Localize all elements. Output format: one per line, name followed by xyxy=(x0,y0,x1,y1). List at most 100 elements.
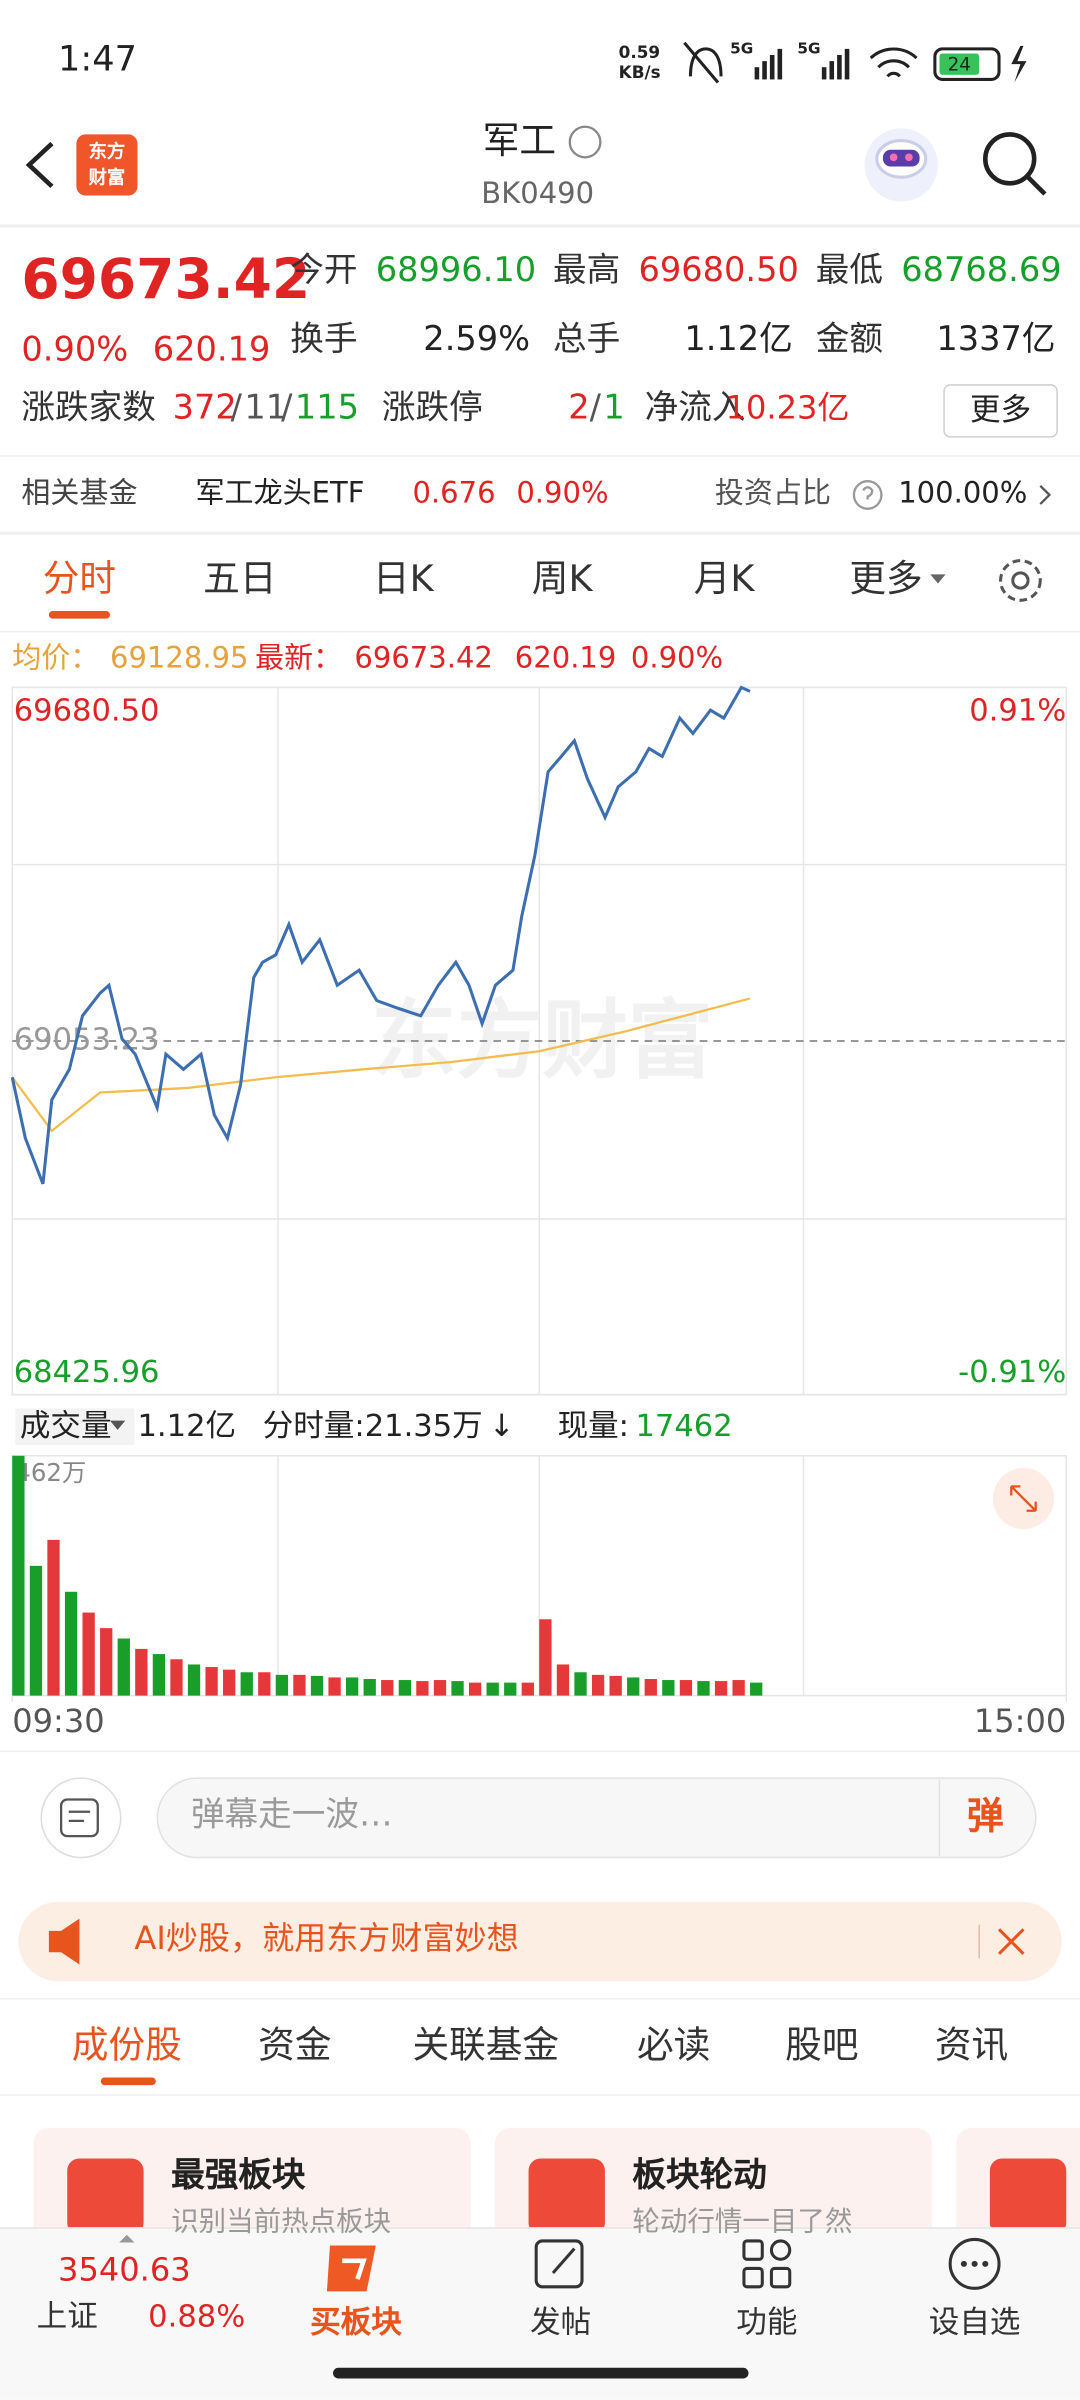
label: 68996.10 xyxy=(375,251,537,291)
label: 0.90% xyxy=(516,475,609,510)
label: 金额 xyxy=(815,320,883,359)
volume-bar xyxy=(433,1680,447,1696)
chart-tab[interactable]: 五日 xyxy=(203,557,277,601)
chart-tab[interactable]: 周K xyxy=(531,557,593,601)
chart-tab[interactable]: 更多 xyxy=(849,557,923,601)
volume-bar xyxy=(539,1619,552,1696)
x-tick-label: 09:30 xyxy=(12,1702,104,1740)
label: 最低 xyxy=(815,251,883,291)
assistant-avatar[interactable] xyxy=(864,128,938,202)
volume-bar xyxy=(100,1628,113,1696)
label: 1.12亿 xyxy=(137,1406,237,1444)
y-tick-label: 68425.96 xyxy=(14,1355,160,1390)
volume-bar xyxy=(187,1664,201,1696)
search-icon[interactable] xyxy=(982,132,1047,196)
label: 24 xyxy=(947,54,971,76)
content-tab[interactable]: 股吧 xyxy=(785,2023,859,2067)
avg-price-line xyxy=(11,997,751,1133)
label: 17462 xyxy=(635,1406,733,1444)
label: 最高 xyxy=(552,251,621,291)
label: / xyxy=(589,389,601,428)
x-tick-label: 15:00 xyxy=(974,1702,1066,1740)
label: BK0490 xyxy=(481,176,595,211)
volume-bar xyxy=(398,1680,411,1696)
label: 1.12亿 xyxy=(684,320,793,359)
label: 3540.63 xyxy=(58,2252,191,2289)
more-button-label[interactable]: 更多 xyxy=(970,391,1032,428)
label: 最新： xyxy=(255,640,343,675)
danmaku-input[interactable] xyxy=(156,1777,1037,1859)
ai-banner[interactable] xyxy=(18,1901,1062,1982)
label[interactable]: 成交量 xyxy=(19,1406,112,1444)
volume-bar xyxy=(135,1648,148,1696)
label[interactable]: 弹 xyxy=(966,1794,1004,1838)
volume-bar xyxy=(345,1677,359,1696)
volume-bar xyxy=(627,1677,640,1696)
label: 1 xyxy=(603,389,625,428)
decor xyxy=(0,41,1080,2400)
label: 涨跌停 xyxy=(381,389,483,428)
content-tab[interactable]: 关联基金 xyxy=(412,2023,560,2067)
label: 5G xyxy=(797,40,821,58)
label: / xyxy=(281,389,293,428)
volume-bar xyxy=(223,1669,236,1696)
comment-icon[interactable] xyxy=(40,1777,122,1859)
label: 68768.69 xyxy=(901,251,1062,291)
label: 0.676 xyxy=(412,475,496,510)
label: 100.00% xyxy=(898,475,1028,510)
volume-bar xyxy=(662,1680,675,1696)
chart-tab[interactable]: 日K xyxy=(372,557,434,601)
nav-item[interactable]: 买板块 xyxy=(310,2303,402,2341)
label: 1337亿 xyxy=(936,320,1056,359)
volume-bar xyxy=(12,1455,25,1696)
label: 0.90% xyxy=(630,640,724,675)
label: 现量: xyxy=(557,1406,629,1444)
close-icon[interactable] xyxy=(997,1928,1025,1955)
label: 轮动行情一目了然 xyxy=(632,2205,853,2239)
volume-bar xyxy=(697,1681,710,1696)
nav-item[interactable]: 发帖 xyxy=(530,2303,592,2341)
info-icon[interactable] xyxy=(568,125,602,159)
volume-bar xyxy=(64,1591,78,1696)
volume-bar xyxy=(416,1681,429,1696)
volume-bar xyxy=(293,1674,306,1696)
volume-bar xyxy=(275,1674,289,1696)
volume-bar xyxy=(29,1565,43,1696)
volume-bar xyxy=(310,1675,324,1696)
content-tab[interactable]: 资讯 xyxy=(934,2023,1009,2067)
label: 换手 xyxy=(290,320,358,359)
back-icon[interactable] xyxy=(25,141,54,189)
label: 板块轮动 xyxy=(632,2156,767,2195)
chart-tab[interactable]: 分时 xyxy=(42,557,117,601)
volume-bar xyxy=(486,1682,499,1696)
more-button[interactable] xyxy=(943,384,1058,438)
label: 69673.42 xyxy=(354,640,493,675)
label: 2.59% xyxy=(423,320,531,359)
label: 均价： xyxy=(12,640,100,675)
chart-tab[interactable]: 月K xyxy=(693,557,755,601)
label: 净流入 xyxy=(644,389,746,428)
page-title: 军工 xyxy=(482,118,557,162)
label: 2 xyxy=(568,389,590,428)
label: 东方 xyxy=(88,141,126,163)
content-tab[interactable]: 成份股 xyxy=(71,2023,182,2067)
y-tick-label: 69053.23 xyxy=(14,1023,160,1058)
volume-bar xyxy=(521,1682,534,1696)
volume-bar xyxy=(152,1654,166,1696)
nav-item[interactable]: 设自选 xyxy=(928,2303,1021,2341)
settings-icon[interactable] xyxy=(999,559,1042,602)
y2-tick-label: 0.91% xyxy=(969,693,1066,728)
y-tick-label: 462万 xyxy=(15,1458,86,1487)
content-tab[interactable]: 资金 xyxy=(258,2023,332,2067)
label: 11 xyxy=(244,389,288,428)
nav-item[interactable]: 功能 xyxy=(736,2303,798,2341)
status-icons xyxy=(683,41,1027,84)
content-tab[interactable]: 必读 xyxy=(637,2023,711,2067)
label[interactable]: AI炒股，就用东方财富妙想 xyxy=(134,1920,519,1958)
label: 相关基金 xyxy=(21,475,138,510)
volume-bar xyxy=(381,1680,394,1696)
label: 620.19 xyxy=(514,640,617,675)
expand-icon[interactable] xyxy=(992,1468,1055,1530)
